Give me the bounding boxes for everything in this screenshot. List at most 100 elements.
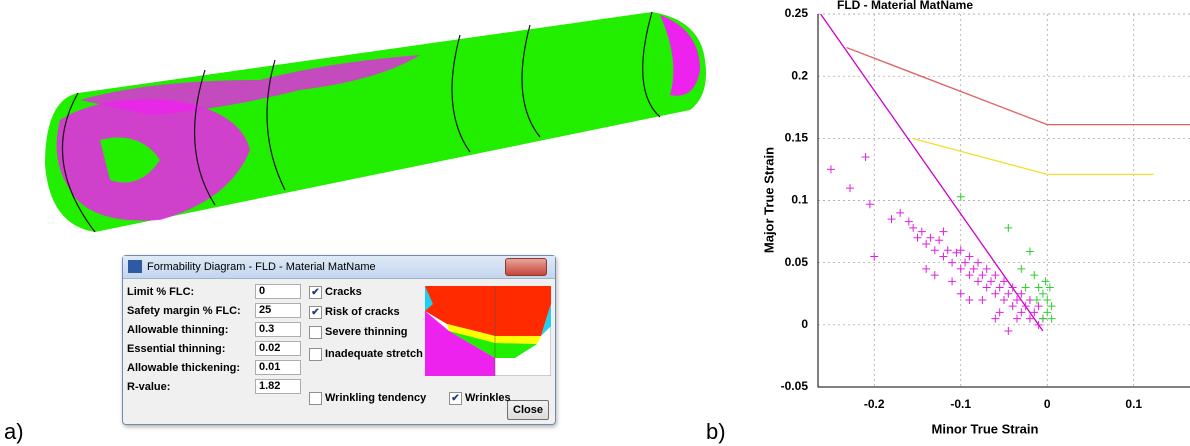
strain-point xyxy=(1033,296,1041,304)
strain-point xyxy=(974,277,982,285)
strain-point xyxy=(948,259,956,267)
strain-point xyxy=(987,277,995,285)
page: {"panel_labels":{"a":"a)","b":"b)"}, "di… xyxy=(0,0,1190,446)
strain-point xyxy=(909,224,917,232)
checkbox[interactable]: ✔Wrinkles xyxy=(449,392,511,405)
panel-label: b) xyxy=(706,419,726,444)
strain-point xyxy=(1035,284,1043,292)
field-input[interactable]: 1.82 xyxy=(255,379,301,394)
field-label: Allowable thickening: xyxy=(127,362,240,374)
strain-point xyxy=(957,193,965,201)
y-tick-label: 0.15 xyxy=(785,131,809,145)
dialog-title: Formability Diagram - FLD - Material Mat… xyxy=(147,261,376,273)
close-x[interactable] xyxy=(505,258,547,276)
checkbox-label: Wrinkling tendency xyxy=(325,392,426,404)
strain-point xyxy=(866,200,874,208)
mini-fld xyxy=(425,286,551,376)
strain-point xyxy=(965,252,973,260)
check-box[interactable]: ✔ xyxy=(309,306,322,319)
checkbox[interactable]: ✔Risk of cracks xyxy=(309,306,400,319)
strain-point xyxy=(846,184,854,192)
strain-point xyxy=(983,284,991,292)
strain-point xyxy=(957,265,965,273)
check-box[interactable] xyxy=(309,326,322,339)
strain-point xyxy=(983,265,991,273)
strain-point xyxy=(1048,315,1056,323)
check-box[interactable]: ✔ xyxy=(449,392,462,405)
strain-point xyxy=(939,228,947,236)
strain-point xyxy=(1035,321,1043,329)
close-button[interactable]: Close xyxy=(507,400,549,420)
y-tick-label: 0.2 xyxy=(791,68,808,82)
checkbox-label: Wrinkles xyxy=(465,392,511,404)
fld-line xyxy=(821,14,1043,331)
strain-point xyxy=(1026,296,1034,304)
checkbox[interactable]: Inadequate stretch xyxy=(309,348,423,361)
strain-point xyxy=(944,246,952,254)
strain-point xyxy=(1004,224,1012,232)
strain-point xyxy=(935,236,943,244)
strain-point xyxy=(1030,271,1038,279)
fld-line xyxy=(847,48,1190,125)
strain-point xyxy=(948,277,956,285)
strain-point xyxy=(991,271,999,279)
check-box[interactable] xyxy=(309,392,322,405)
field-label: Safety margin % FLC: xyxy=(127,305,241,317)
field-label: Essential thinning: xyxy=(127,343,225,355)
field-input[interactable]: 0 xyxy=(255,284,301,299)
strain-point xyxy=(1017,265,1025,273)
checkbox[interactable]: Severe thinning xyxy=(309,326,408,339)
strain-point xyxy=(1004,290,1012,298)
strain-point xyxy=(961,259,969,267)
field-label: Allowable thinning: xyxy=(127,324,228,336)
strain-point xyxy=(978,296,986,304)
title-bar: Formability Diagram - FLD - Material Mat… xyxy=(123,256,555,279)
strain-point xyxy=(1013,315,1021,323)
field-input[interactable]: 0.02 xyxy=(255,341,301,356)
strain-point xyxy=(888,215,896,223)
field-input[interactable]: 0.01 xyxy=(255,360,301,375)
checkbox[interactable]: Wrinkling tendency xyxy=(309,392,426,405)
strain-point xyxy=(965,296,973,304)
strain-point xyxy=(991,290,999,298)
strain-point xyxy=(1048,302,1056,310)
checkbox-label: Severe thinning xyxy=(325,326,408,338)
strain-point xyxy=(1004,327,1012,335)
strain-point xyxy=(931,271,939,279)
strain-point xyxy=(957,290,965,298)
strain-point xyxy=(1022,284,1030,292)
x-tick-label: -0.2 xyxy=(864,397,885,411)
strain-point xyxy=(1042,277,1050,285)
dialog: Formability Diagram - FLD - Material Mat… xyxy=(122,255,556,425)
y-tick-label: 0.1 xyxy=(791,193,808,207)
strain-point xyxy=(922,240,930,248)
y-tick-label: -0.05 xyxy=(781,379,809,393)
y-axis-label: Major True Strain xyxy=(761,147,776,253)
panel-label: a) xyxy=(4,419,24,444)
strain-point xyxy=(996,284,1004,292)
strain-point xyxy=(1026,247,1034,255)
strain-point xyxy=(1035,302,1043,310)
checkbox-label: Inadequate stretch xyxy=(325,348,423,360)
strain-point xyxy=(913,234,921,242)
y-tick-label: 0.05 xyxy=(785,255,809,269)
field-label: Limit % FLC: xyxy=(127,286,194,298)
checkbox[interactable]: ✔Cracks xyxy=(309,286,362,299)
field-input[interactable]: 0.3 xyxy=(255,322,301,337)
x-axis-label: Minor True Strain xyxy=(932,421,1039,436)
strain-point xyxy=(1043,296,1051,304)
field-input[interactable]: 25 xyxy=(255,303,301,318)
strain-point xyxy=(1039,315,1047,323)
strain-point xyxy=(974,259,982,267)
strain-point xyxy=(922,265,930,273)
check-box[interactable]: ✔ xyxy=(309,286,322,299)
check-box[interactable] xyxy=(309,348,322,361)
strain-point xyxy=(862,153,870,161)
strain-point xyxy=(1043,308,1051,316)
strain-point xyxy=(1017,308,1025,316)
strain-point xyxy=(1009,302,1017,310)
x-tick-label: 0 xyxy=(1044,397,1051,411)
strain-point xyxy=(827,165,835,173)
strain-point xyxy=(939,252,947,260)
chart: FLD - Material MatName Minor True Strain… xyxy=(761,0,1190,436)
